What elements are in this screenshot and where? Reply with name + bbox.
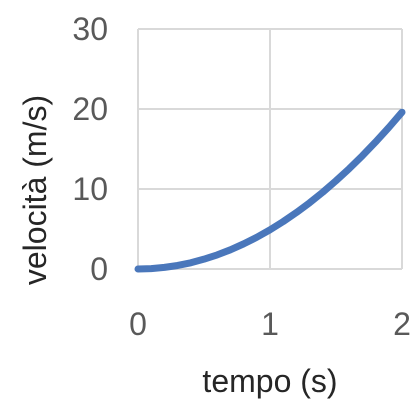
y-tick-label: 20 [72, 91, 108, 127]
y-axis-title: velocità (m/s) [17, 95, 53, 285]
x-tick-label: 1 [261, 306, 279, 342]
x-tick-label: 2 [393, 306, 411, 342]
y-tick-label: 10 [72, 171, 108, 207]
x-tick-label: 0 [129, 306, 147, 342]
y-tick-label: 0 [90, 251, 108, 287]
y-tick-label: 30 [72, 11, 108, 47]
tick-labels: 0 10 20 30 0 1 2 [72, 11, 410, 342]
x-axis-title: tempo (s) [202, 363, 337, 399]
